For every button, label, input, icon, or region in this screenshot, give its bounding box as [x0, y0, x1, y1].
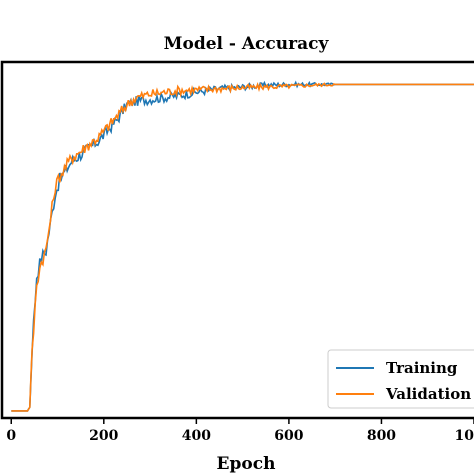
- x-tick-label: 600: [274, 428, 303, 444]
- x-axis-ticks: 0 200 400 600 800 1000: [6, 418, 474, 444]
- x-tick-label: 1000: [455, 428, 474, 444]
- x-tick-label: 0: [6, 428, 16, 444]
- chart-title: Model - Accuracy: [164, 34, 330, 54]
- x-tick-label: 800: [367, 428, 396, 444]
- series-line-validation: [11, 82, 474, 412]
- legend-label-training: Training: [386, 359, 458, 377]
- legend-label-validation: Validation: [385, 385, 471, 403]
- x-axis-label: Epoch: [217, 454, 276, 474]
- legend: Training Validation: [327, 349, 474, 409]
- plot-frame: [0, 60, 474, 420]
- x-tick-label: 400: [182, 428, 211, 444]
- x-tick-label: 200: [89, 428, 118, 444]
- plot-area: [11, 80, 474, 412]
